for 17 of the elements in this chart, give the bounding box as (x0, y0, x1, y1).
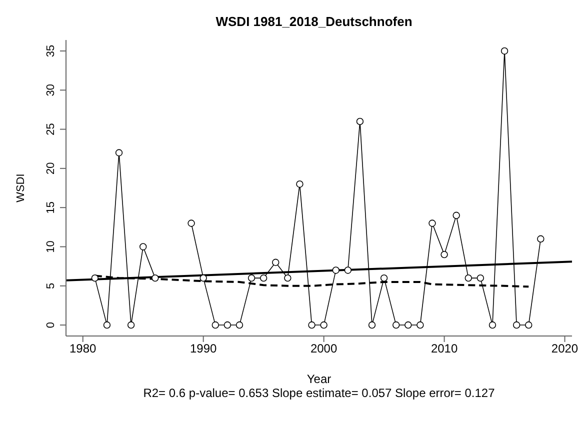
y-tick-label: 30 (45, 84, 57, 96)
y-tick-label: 35 (45, 44, 57, 58)
x-tick-label: 2020 (551, 342, 578, 356)
x-tick-label: 2000 (310, 342, 338, 356)
y-tick-label: 15 (45, 201, 57, 214)
y-tick-label: 0 (45, 322, 57, 328)
x-axis-title: Year (306, 372, 332, 386)
x-tick-label: 1990 (190, 342, 218, 356)
y-axis-title: WSDI (14, 174, 27, 202)
x-tick-label: 1980 (70, 342, 97, 356)
y-tick-label: 25 (45, 123, 57, 136)
y-tick-label: 20 (45, 162, 57, 175)
x-tick-label: 2010 (430, 342, 458, 356)
y-tick-label: 5 (45, 282, 57, 289)
chart-title: WSDI 1981_2018_Deutschnofen (214, 13, 414, 31)
text: R2= 0.6 p-value= 0.653 Slope estimate= 0.057 Slope error= 0.127 (142, 386, 496, 400)
y-tick-label: 10 (45, 240, 57, 253)
